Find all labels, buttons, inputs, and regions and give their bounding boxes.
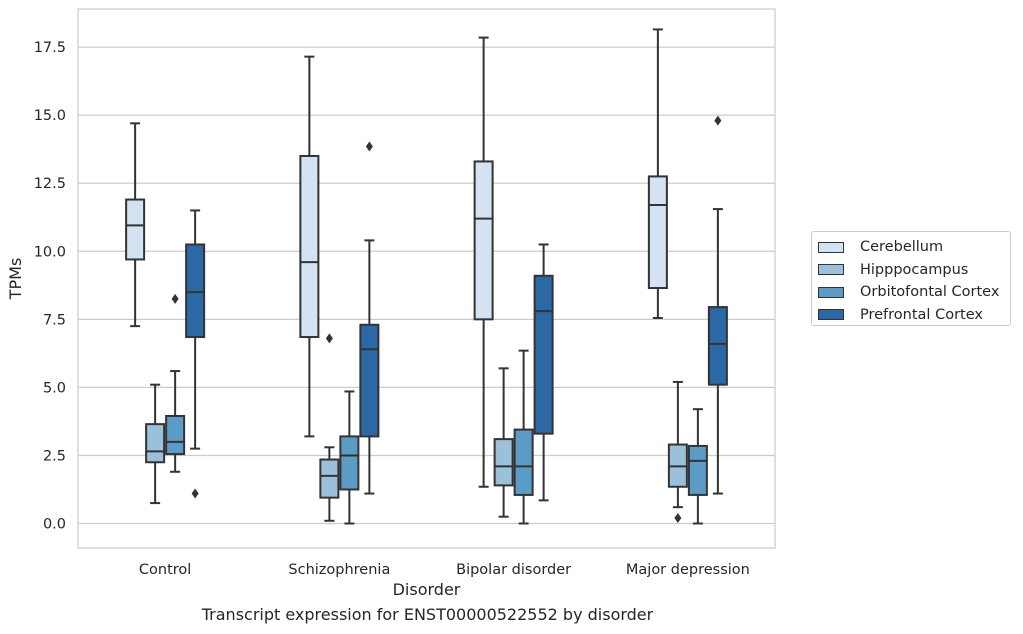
legend-swatch <box>818 264 844 276</box>
outlier-point <box>191 488 199 499</box>
legend-label: Orbitofontal Cortex <box>860 284 1000 301</box>
outlier-point <box>325 333 333 344</box>
box-iqr <box>185 243 206 339</box>
box-iqr <box>513 428 534 496</box>
x-tick-label: Bipolar disorder <box>456 562 571 578</box>
y-tick-label: 2.5 <box>43 448 66 464</box>
box-prefrontal-cortex <box>533 243 554 502</box>
box-iqr <box>165 414 186 456</box>
x-tick-label: Schizophrenia <box>288 562 390 578</box>
box-iqr <box>145 423 166 464</box>
y-tick-labels: 0.0 2.5 5.0 7.5 10.0 12.5 15.0 17.5 <box>34 40 66 532</box>
box-cerebellum <box>125 122 146 328</box>
y-tick-label: 10.0 <box>34 244 66 260</box>
y-tick-label: 17.5 <box>34 40 66 56</box>
box-iqr <box>473 160 494 321</box>
y-tick-label: 0.0 <box>43 517 66 533</box>
box-hipppocampus <box>667 380 688 524</box>
outlier-point <box>714 115 722 126</box>
box-iqr <box>125 198 146 261</box>
box-orbitofontal-cortex <box>687 408 708 525</box>
box-iqr <box>687 444 708 496</box>
box-cerebellum <box>299 55 320 438</box>
outlier-point <box>365 141 373 152</box>
legend-item: Hipppocampus <box>818 259 1010 282</box>
box-hipppocampus <box>493 367 514 518</box>
outlier-point <box>674 513 682 524</box>
box-hipppocampus <box>319 333 340 522</box>
legend-label: Cerebellum <box>860 239 944 256</box>
box-orbitofontal-cortex <box>513 349 534 525</box>
box-cerebellum <box>473 36 494 488</box>
legend-swatch <box>818 309 844 321</box>
box-iqr <box>319 458 340 499</box>
box-iqr <box>647 175 668 290</box>
box-orbitofontal-cortex <box>339 390 360 525</box>
legend: Cerebellum Hipppocampus Orbitofontal Corte… <box>811 231 1011 326</box>
x-tick-labels: Control Schizophrenia Bipolar disorder Majo… <box>139 562 750 578</box>
y-tick-label: 7.5 <box>43 312 66 328</box>
box-prefrontal-cortex <box>185 209 206 499</box>
x-axis-label: Disorder <box>393 580 461 599</box>
box-iqr <box>339 435 360 491</box>
y-tick-label: 5.0 <box>43 380 66 396</box>
legend-label: Hipppocampus <box>860 261 969 278</box>
box-iqr <box>359 323 380 438</box>
box-hipppocampus <box>145 383 166 505</box>
outlier-point <box>171 293 179 304</box>
legend-swatch <box>818 241 844 253</box>
box-orbitofontal-cortex <box>165 293 186 473</box>
x-tick-label: Control <box>139 562 191 578</box>
legend-swatch <box>818 286 844 298</box>
box-prefrontal-cortex <box>707 115 728 495</box>
legend-item: Orbitofontal Cortex <box>818 281 1010 304</box>
box-cerebellum <box>647 28 668 319</box>
y-tick-label: 12.5 <box>34 176 66 192</box>
chart-caption: Transcript expression for ENST0000052255… <box>201 605 654 624</box>
box-iqr <box>299 155 320 339</box>
box-iqr <box>493 438 514 487</box>
y-tick-label: 15.0 <box>34 108 66 124</box>
plot-frame <box>77 8 776 549</box>
legend-item: Cerebellum <box>818 236 1010 259</box>
legend-item: Prefrontal Cortex <box>818 304 1010 327</box>
box-iqr <box>533 274 554 435</box>
y-axis-label: TPMs <box>6 258 25 301</box>
x-tick-label: Major depression <box>626 562 750 578</box>
legend-label: Prefrontal Cortex <box>860 306 983 323</box>
box-series <box>125 28 728 525</box>
box-iqr <box>707 306 728 386</box>
box-prefrontal-cortex <box>359 141 380 495</box>
